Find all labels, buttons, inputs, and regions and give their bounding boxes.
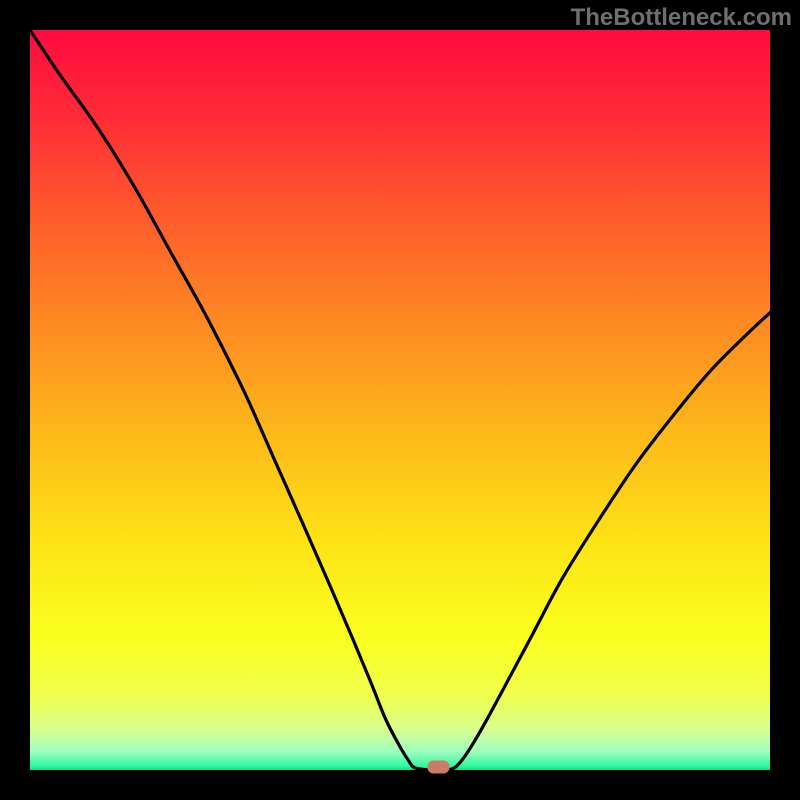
plot-background — [30, 30, 770, 770]
watermark-text: TheBottleneck.com — [571, 4, 792, 32]
bottleneck-chart — [0, 0, 800, 800]
chart-frame: TheBottleneck.com — [0, 0, 800, 800]
selection-marker — [427, 761, 449, 774]
